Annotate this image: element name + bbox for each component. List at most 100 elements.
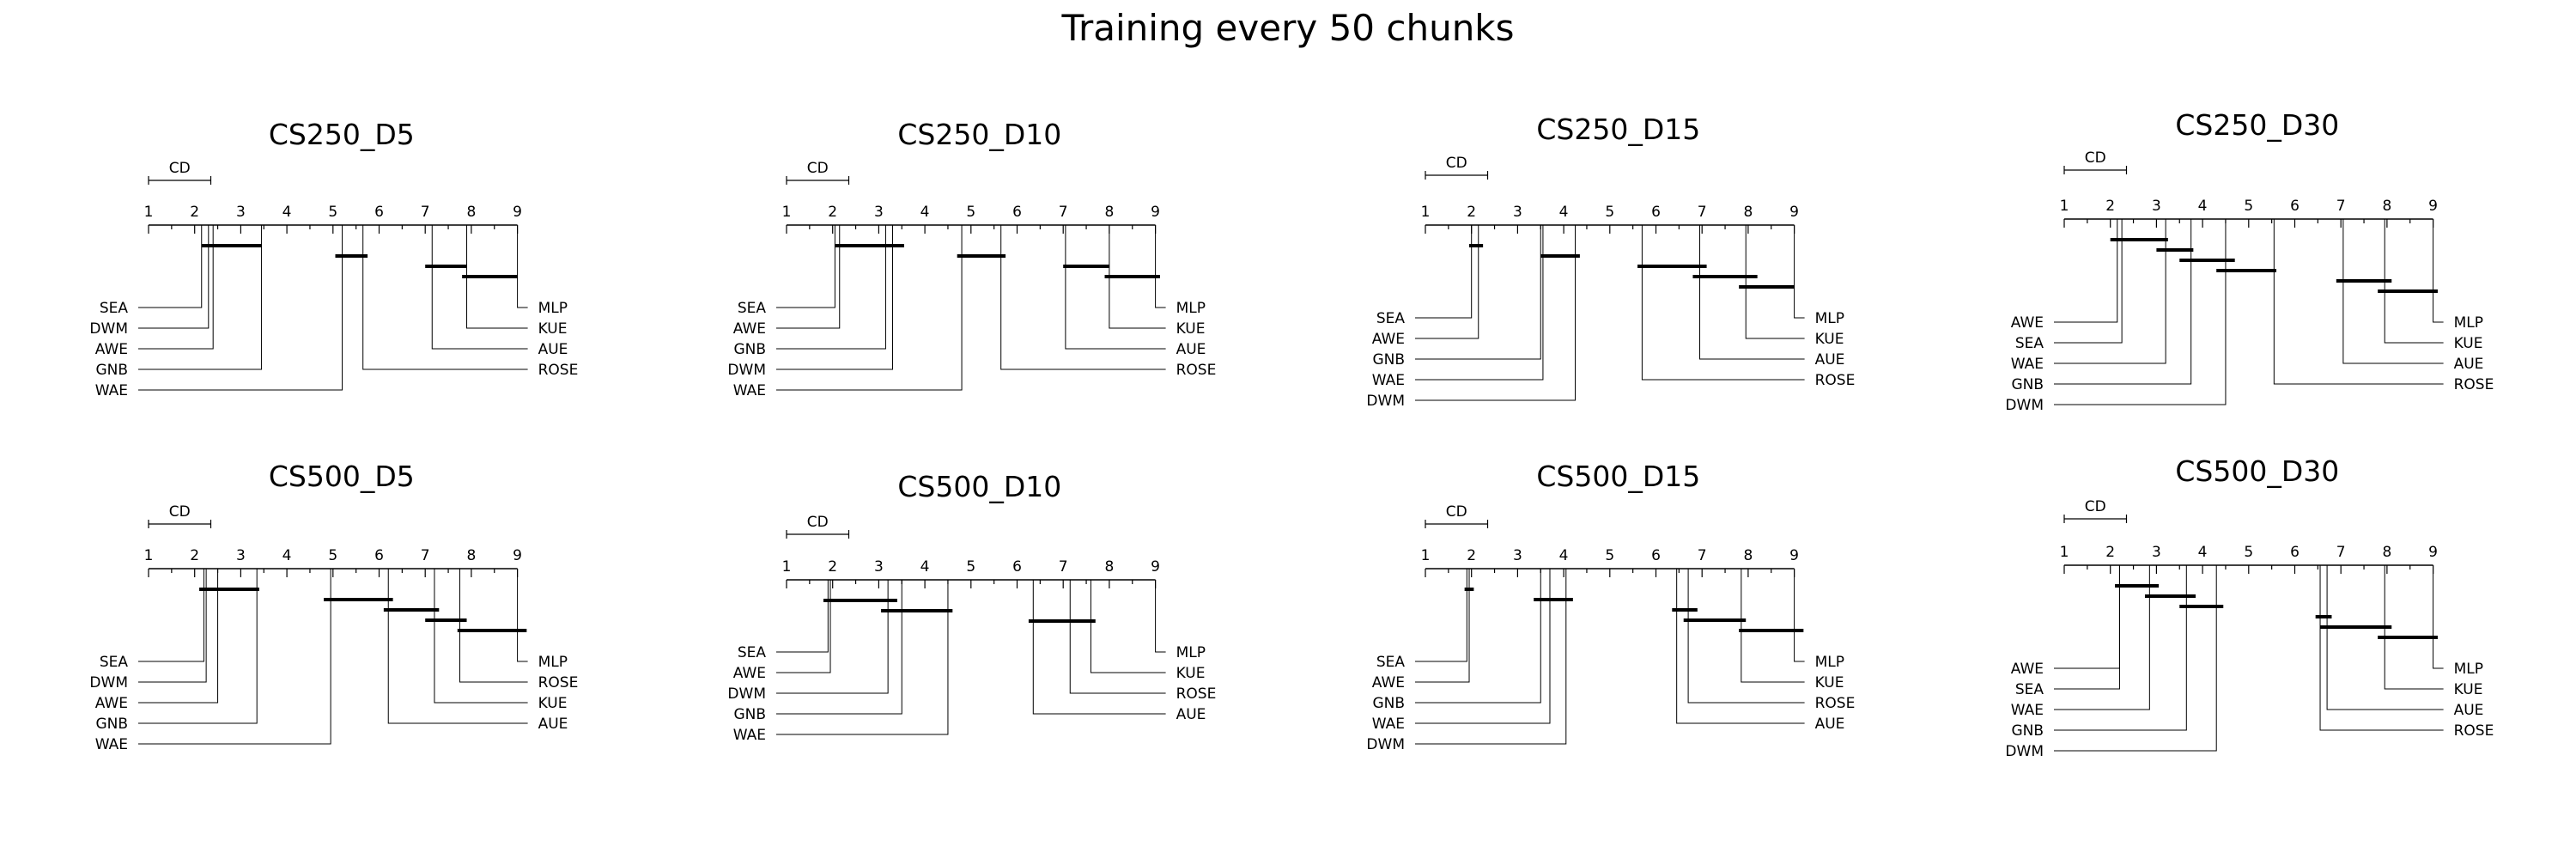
method-connector <box>776 580 829 653</box>
method-connector <box>2054 565 2150 710</box>
method-connector <box>776 225 886 350</box>
method-connector <box>1032 580 1166 715</box>
cd-label: CD <box>169 503 191 521</box>
tick-label: 7 <box>1059 204 1068 221</box>
method-label: DWM <box>727 362 766 379</box>
method-label: AUE <box>538 341 568 358</box>
cd-panel-cs500_d15: CS500_D15 CD 1 2 3 4 5 6 7 8 9 SEA AWE GNB WAE DWM MLP KU… <box>1366 460 1855 753</box>
method-connector <box>2384 219 2444 344</box>
method-label: SEA <box>1376 310 1406 327</box>
method-connector <box>2054 219 2192 385</box>
method-label: AUE <box>2454 356 2484 373</box>
cd-label: CD <box>2085 498 2106 515</box>
cd-panel-cs500_d30: CS500_D30 CD 1 2 3 4 5 6 7 8 9 AWE SEA WAE GNB DWM MLP KU… <box>2005 454 2494 760</box>
tick-label: 5 <box>966 204 975 221</box>
tick-label: 5 <box>328 547 337 564</box>
method-connector <box>2433 565 2444 669</box>
method-connector <box>1415 225 1479 339</box>
cd-panel-cs250_d15: CS250_D15 CD 1 2 3 4 5 6 7 8 9 SEA AWE GNB WAE DWM MLP KU… <box>1366 113 1855 410</box>
tick-label: 7 <box>1698 547 1707 564</box>
method-connector <box>138 225 263 370</box>
method-label: DWM <box>727 685 766 703</box>
method-label: WAE <box>733 382 766 399</box>
cd-panel-cs500_d10: CS500_D10 CD 1 2 3 4 5 6 7 8 9 SEA AWE DWM GNB WAE MLP KU… <box>727 470 1216 744</box>
method-label: ROSE <box>538 362 579 379</box>
method-label: WAE <box>2011 356 2044 373</box>
method-label: ROSE <box>2454 722 2494 740</box>
tick-label: 6 <box>2290 198 2300 215</box>
tick-label: 5 <box>1605 204 1614 221</box>
tick-label: 2 <box>828 204 837 221</box>
panel-title: CS250_D15 <box>1536 113 1700 146</box>
cd-label: CD <box>1446 503 1467 521</box>
panel-title: CS250_D10 <box>897 118 1061 151</box>
method-connector <box>138 225 214 350</box>
panel-title: CS500_D30 <box>2175 454 2339 488</box>
method-label: SEA <box>738 300 767 317</box>
method-connector <box>776 580 902 715</box>
tick-label: 4 <box>1559 547 1569 564</box>
method-label: WAE <box>733 727 766 744</box>
cd-panel-cs250_d5: CS250_D5 CD 1 2 3 4 5 6 7 8 9 SEA DWM AWE GNB WAE MLP KUE… <box>89 118 578 399</box>
method-connector <box>1699 225 1805 360</box>
method-connector <box>776 225 963 391</box>
method-connector <box>2054 565 2187 731</box>
tick-label: 1 <box>2060 544 2069 561</box>
method-label: AUE <box>1176 706 1206 723</box>
tick-label: 3 <box>2152 198 2161 215</box>
tick-label: 5 <box>2244 198 2253 215</box>
tick-label: 9 <box>1151 558 1160 576</box>
tick-label: 7 <box>421 547 430 564</box>
method-connector <box>1415 569 1470 683</box>
method-label: DWM <box>2005 743 2044 760</box>
method-label: AWE <box>1372 331 1405 348</box>
method-label: ROSE <box>1176 685 1217 703</box>
method-connector <box>1676 569 1805 724</box>
method-connector <box>1794 225 1805 319</box>
method-connector <box>2342 219 2444 364</box>
method-label: MLP <box>2454 314 2483 332</box>
tick-label: 6 <box>374 547 384 564</box>
method-label: MLP <box>1176 644 1206 661</box>
method-label: KUE <box>1815 331 1844 348</box>
method-label: MLP <box>1815 654 1844 671</box>
method-label: AUE <box>1815 716 1845 733</box>
method-label: AUE <box>2454 702 2484 719</box>
method-connector <box>138 225 343 391</box>
method-connector <box>138 569 207 683</box>
method-label: GNB <box>733 706 766 723</box>
tick-label: 4 <box>283 204 292 221</box>
tick-label: 8 <box>2382 198 2391 215</box>
method-label: ROSE <box>1815 372 1856 389</box>
method-connector <box>138 569 204 662</box>
method-label: KUE <box>2454 335 2483 352</box>
tick-label: 8 <box>1743 547 1753 564</box>
method-label: AWE <box>733 665 766 682</box>
method-label: ROSE <box>2454 376 2494 393</box>
method-connector <box>776 225 894 370</box>
tick-label: 6 <box>374 204 384 221</box>
method-label: SEA <box>738 644 767 661</box>
tick-label: 2 <box>828 558 837 576</box>
tick-label: 6 <box>1012 558 1022 576</box>
method-connector <box>2054 219 2123 344</box>
cd-panel-cs500_d5: CS500_D5 CD 1 2 3 4 5 6 7 8 9 SEA DWM AWE GNB WAE MLP ROS… <box>89 460 578 753</box>
method-label: WAE <box>1372 716 1405 733</box>
tick-label: 3 <box>1513 547 1522 564</box>
tick-label: 1 <box>1421 204 1431 221</box>
tick-label: 9 <box>1789 547 1799 564</box>
method-connector <box>1415 569 1467 662</box>
tick-label: 3 <box>874 558 884 576</box>
method-label: KUE <box>1176 665 1206 682</box>
method-connector <box>2054 565 2217 752</box>
method-connector <box>776 580 949 735</box>
page-title: Training every 50 chunks <box>1061 7 1515 49</box>
tick-label: 8 <box>466 204 476 221</box>
method-connector <box>1065 225 1166 350</box>
method-connector <box>2433 219 2444 323</box>
tick-label: 7 <box>2336 198 2346 215</box>
tick-label: 1 <box>782 558 792 576</box>
method-label: WAE <box>1372 372 1405 389</box>
method-connector <box>1415 225 1473 319</box>
